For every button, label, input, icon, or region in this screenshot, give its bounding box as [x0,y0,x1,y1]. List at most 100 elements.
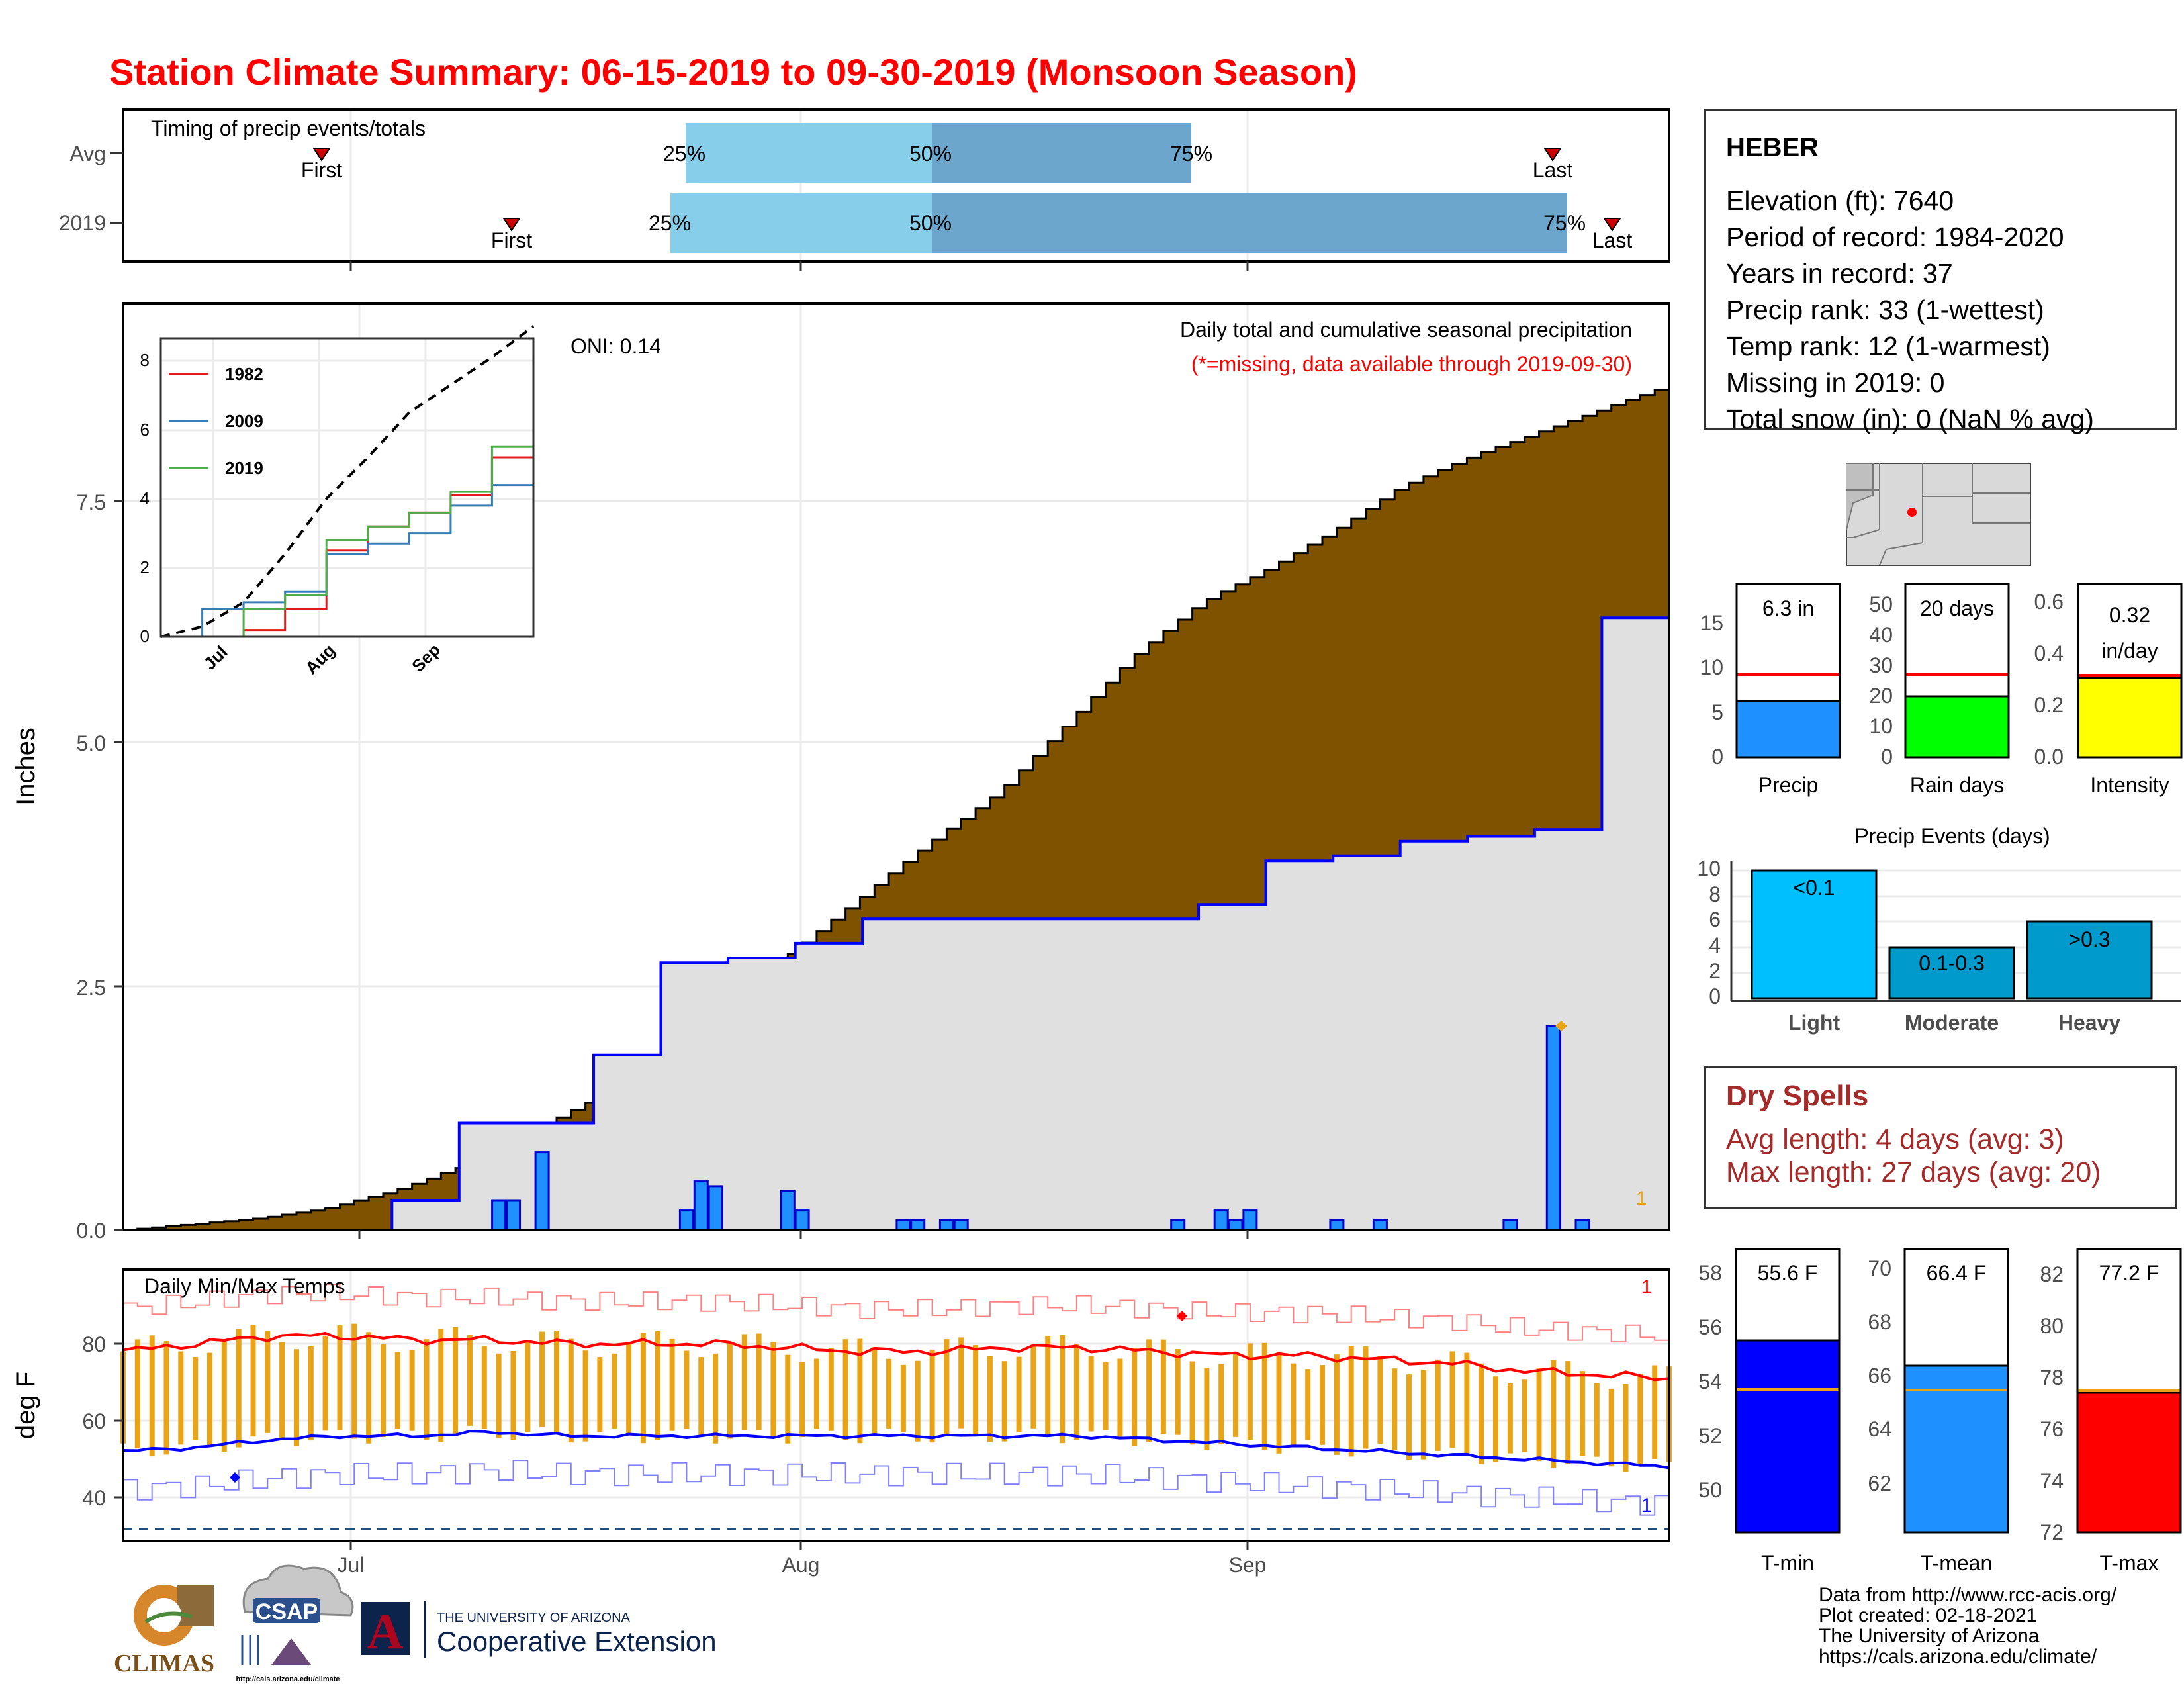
daily-temp-range-bar [597,1357,603,1432]
precip-events-ytick-4: 4 [1709,933,1721,957]
daily-temp-range-bar [221,1340,227,1452]
ua-logo-bottom-text: Cooperative Extension [437,1626,717,1657]
inset-xtick-jul: Jul [200,642,232,674]
daily-temp-range-bar [1060,1335,1066,1444]
csap-logo: CSAP http://cals.arizona.edu/climate [236,1564,354,1683]
daily-precip-bar [678,1209,694,1231]
main-ytick-0: 0.0 [77,1219,106,1243]
tmin-ytick-52: 52 [1698,1424,1722,1448]
tmin-value-bar [1735,1339,1841,1534]
precip-events-ytick-8: 8 [1709,882,1721,906]
daily-temp-range-bar [1363,1346,1369,1449]
daily-temp-range-bar [1016,1356,1022,1432]
tmax-ytick-82: 82 [2040,1262,2064,1286]
tmean-ytick-64: 64 [1868,1417,1891,1441]
footer-line-4: https://cals.arizona.edu/climate/ [1819,1646,2097,1667]
climas-logo: CLIMAS [114,1585,214,1677]
inset-ytick-0: 0 [140,626,150,646]
daily-temp-range-bar [1247,1343,1253,1440]
daily-precip-bar [1574,1219,1590,1231]
tmin-axis-label: T-min [1761,1551,1814,1575]
station-temp-rank: Temp rank: 12 (1-warmest) [1726,331,2050,361]
daily-precip-bar [534,1151,550,1231]
daily-temp-range-bar [1580,1371,1585,1456]
daily-precip-bar [1213,1209,1229,1231]
avg-last-label: Last [1533,158,1573,182]
tmin-value-label: 55.6 F [1758,1261,1818,1285]
main-ylabel: Inches [11,727,40,806]
daily-temp-range-bar [770,1342,776,1439]
avg-min-line [122,1430,1670,1470]
daily-temp-range-bar [351,1323,357,1439]
daily-precip-bar [895,1219,911,1231]
daily-temp-range-bar [496,1353,502,1438]
daily-temp-range-bar [1522,1379,1527,1452]
climas-logo-text: CLIMAS [114,1650,214,1677]
daily-temp-range-bar [612,1353,617,1429]
record-min-line [123,1460,1670,1516]
daily-temp-range-bar [1348,1346,1354,1457]
precip-events-ytick-10: 10 [1697,857,1721,880]
inset-legend-1982: 1982 [225,364,263,384]
daily-temp-range-bar [250,1325,256,1437]
raindays-ytick-40: 40 [1869,623,1893,647]
daily-temp-range-bar [1088,1356,1094,1432]
daily-temp-range-bar [1117,1358,1123,1440]
daily-temp-range-bar [467,1335,473,1426]
precip-ytick-15: 15 [1700,611,1723,635]
inset-ytick-4: 8 [140,350,150,370]
daily-precip-bar [938,1219,954,1231]
precip-events-light-bar [1751,869,1878,1000]
daily-precip-bar [1372,1219,1388,1231]
daily-temp-range-bar [1420,1370,1426,1460]
main-precip-chart: ONI: 0.14 Daily total and cumulative sea… [11,302,1670,1243]
daily-temp-range-bar [134,1339,140,1449]
daily-temp-range-bar [481,1346,487,1429]
tmean-axis-label: T-mean [1921,1551,1992,1575]
daily-temp-range-bar [337,1325,343,1430]
precip-events-title: Precip Events (days) [1854,824,2050,848]
precip-events-moderate-label: 0.1-0.3 [1919,951,1985,975]
daily-temp-range-bar [1146,1339,1152,1442]
2019-first-marker-icon [502,218,521,232]
daily-temp-range-bar [640,1333,646,1444]
2019-first-label: First [491,228,532,252]
daily-temp-range-bar [1204,1368,1210,1450]
temp-label: Daily Min/Max Temps [144,1274,345,1298]
daily-temp-range-bar [1132,1348,1138,1446]
footer-line-3: The University of Arizona [1819,1625,2040,1647]
raindays-ytick-10: 10 [1869,714,1893,738]
ua-cooperative-extension-logo: A THE UNIVERSITY OF ARIZONA Cooperative … [361,1601,717,1660]
cumulative-2019-line [123,616,1669,1231]
daily-temp-range-bar [178,1351,184,1445]
daily-temp-range-bar [669,1338,675,1431]
timing-frame [122,108,1670,263]
tmin-summary-chart: 55.6 F 50 52 54 56 58 T-min [1698,1248,1841,1575]
daily-temp-range-bar [193,1357,199,1440]
main-ytick-2: 5.0 [77,731,106,755]
csap-logo-text: CSAP [255,1599,318,1624]
daily-temp-range-bar [1464,1352,1470,1456]
daily-temp-range-bar [1551,1360,1557,1468]
ua-logo-top-text: THE UNIVERSITY OF ARIZONA [437,1611,631,1625]
inset-legend-2019: 2019 [225,458,263,478]
daily-temp-range-bar [582,1350,588,1442]
tmax-value-label: 77.2 F [2099,1261,2160,1285]
daily-temp-range-bar [1233,1352,1238,1437]
daily-precip-bar [1170,1219,1186,1231]
dry-spells-max: Max length: 27 days (avg: 20) [1726,1156,2101,1188]
2019-last-marker-icon [1603,218,1621,232]
intensity-ytick-0: 0.0 [2034,745,2064,769]
temp-xtick-sep: Sep [1229,1553,1267,1577]
tmax-summary-chart: 77.2 F 72 74 76 78 80 82 T-max [2040,1248,2182,1575]
intensity-value-unit: in/day [2101,639,2158,663]
precip-value-bar [1735,700,1841,759]
daily-temp-range-bar [1608,1388,1614,1467]
daily-temp-range-bar [756,1333,762,1430]
daily-temp-range-bar [799,1362,805,1438]
daily-precip-bar [1329,1219,1345,1231]
tmax-ytick-72: 72 [2040,1521,2064,1544]
dry-spells-title: Dry Spells [1726,1080,1869,1112]
tmin-ytick-54: 54 [1698,1370,1722,1393]
tmax-axis-label: T-max [2100,1551,2159,1575]
